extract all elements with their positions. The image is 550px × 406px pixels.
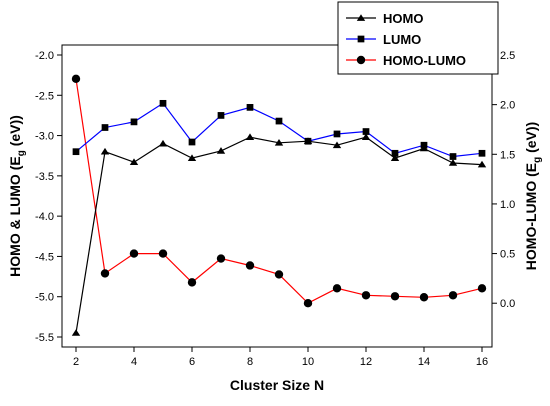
- lumo-point: [275, 117, 283, 125]
- left-y-tick-label: -3.5: [35, 171, 54, 183]
- homo-lumo-point: [129, 249, 139, 258]
- legend-label-homo-lumo: HOMO-LUMO: [383, 53, 466, 68]
- legend-marker-homo: [356, 14, 366, 21]
- lumo-point: [478, 149, 486, 157]
- right-y-tick-label: 2.5: [500, 50, 515, 62]
- homo-lumo-point: [390, 292, 400, 301]
- homo-point: [187, 154, 197, 161]
- legend-label-lumo: LUMO: [383, 32, 421, 47]
- lumo-point: [101, 124, 109, 131]
- ticks-layer: 2 4 6 8 10 12 14 16 -2.0 -2.5 -3.0 -3.5 -4.0 -4.5 -5.0…: [35, 50, 515, 368]
- homo-lumo-series: [71, 74, 487, 308]
- homo-point: [303, 137, 313, 145]
- legend: HOMO LUMO HOMO-LUMO: [337, 1, 499, 75]
- plot-frame: [61, 44, 493, 348]
- lumo-point: [333, 130, 341, 138]
- right-axis-title-sub: g: [532, 157, 543, 163]
- homo-lumo-point: [245, 261, 255, 270]
- legend-marker-homo-lumo: [356, 55, 366, 65]
- left-axis-title-tail: (eV)): [7, 115, 23, 150]
- right-axis-title-tail: (eV)): [523, 122, 539, 157]
- lumo-point: [72, 148, 80, 156]
- lumo-point: [188, 138, 196, 146]
- legend-items: HOMO LUMO HOMO-LUMO: [346, 11, 466, 68]
- left-y-tick-label: -4.5: [35, 251, 54, 263]
- homo-lumo-point: [187, 278, 197, 287]
- x-tick-label: 4: [131, 356, 137, 368]
- x-tick-label: 16: [476, 356, 488, 368]
- homo-point: [390, 154, 400, 161]
- homo-point: [448, 159, 458, 166]
- homo-point: [100, 147, 110, 155]
- right-y-tick-label: 0.5: [500, 249, 515, 261]
- homo-point: [274, 139, 284, 146]
- homo-lumo-point: [332, 284, 342, 293]
- homo-series: [71, 133, 487, 336]
- x-tick-label: 12: [360, 356, 372, 368]
- homo-lumo-point: [419, 293, 429, 302]
- legend-marker-lumo: [357, 35, 365, 43]
- left-y-tick-label: -5.0: [35, 292, 54, 304]
- left-axis-title-main: HOMO & LUMO (E: [7, 156, 23, 277]
- homo-point: [332, 141, 342, 149]
- homo-point: [129, 158, 139, 165]
- homo-line: [75, 136, 483, 334]
- lumo-point: [449, 153, 457, 160]
- homo-point: [245, 133, 255, 141]
- homo-lumo-point: [216, 254, 226, 263]
- lumo-point: [391, 149, 399, 157]
- right-y-tick-label: 0.0: [500, 298, 515, 310]
- x-tick-label: 14: [418, 356, 430, 368]
- lumo-point: [246, 104, 254, 111]
- x-tick-label: 8: [247, 356, 253, 368]
- series-layer: [71, 74, 487, 336]
- lumo-point: [130, 118, 138, 126]
- x-tick-label: 6: [189, 356, 195, 368]
- right-axis-title-main: HOMO-LUMO (E: [523, 163, 539, 270]
- homo-point: [477, 160, 487, 168]
- homo-point: [419, 144, 429, 152]
- homo-point: [158, 139, 168, 147]
- x-axis-title: Cluster Size N: [230, 377, 324, 393]
- x-tick-label: 10: [302, 356, 314, 368]
- homo-lumo-point: [448, 291, 458, 300]
- homo-lumo-point: [477, 284, 487, 293]
- left-axis-title: HOMO & LUMO (Eg (eV)): [7, 115, 27, 277]
- lumo-point: [159, 99, 167, 107]
- left-y-tick-label: -2.5: [35, 90, 54, 102]
- x-tick-label: 2: [73, 356, 79, 368]
- left-y-tick-label: -4.0: [35, 211, 54, 223]
- homo-lumo-point: [158, 249, 168, 258]
- homo-lumo-point: [303, 299, 313, 308]
- legend-label-homo: HOMO: [383, 11, 423, 26]
- homo-lumo-point: [274, 270, 284, 279]
- lumo-point: [362, 128, 370, 135]
- left-axis-title-sub: g: [16, 150, 27, 156]
- right-y-tick-label: 1.5: [500, 149, 515, 161]
- homo-lumo-point: [100, 269, 110, 278]
- homo-point: [71, 329, 81, 336]
- homo-lumo-line: [75, 78, 483, 304]
- right-axis-title: HOMO-LUMO (Eg (eV)): [523, 122, 543, 270]
- left-y-tick-label: -5.5: [35, 332, 54, 344]
- lumo-point: [217, 112, 225, 119]
- homo-point: [216, 147, 226, 154]
- homo-lumo-point: [361, 291, 371, 300]
- left-y-tick-label: -3.0: [35, 131, 54, 143]
- homo-point: [361, 133, 371, 141]
- right-y-tick-label: 2.0: [500, 100, 515, 112]
- homo-lumo-point: [71, 74, 81, 84]
- right-y-tick-label: 1.0: [500, 199, 515, 211]
- left-y-tick-label: -2.0: [35, 50, 54, 62]
